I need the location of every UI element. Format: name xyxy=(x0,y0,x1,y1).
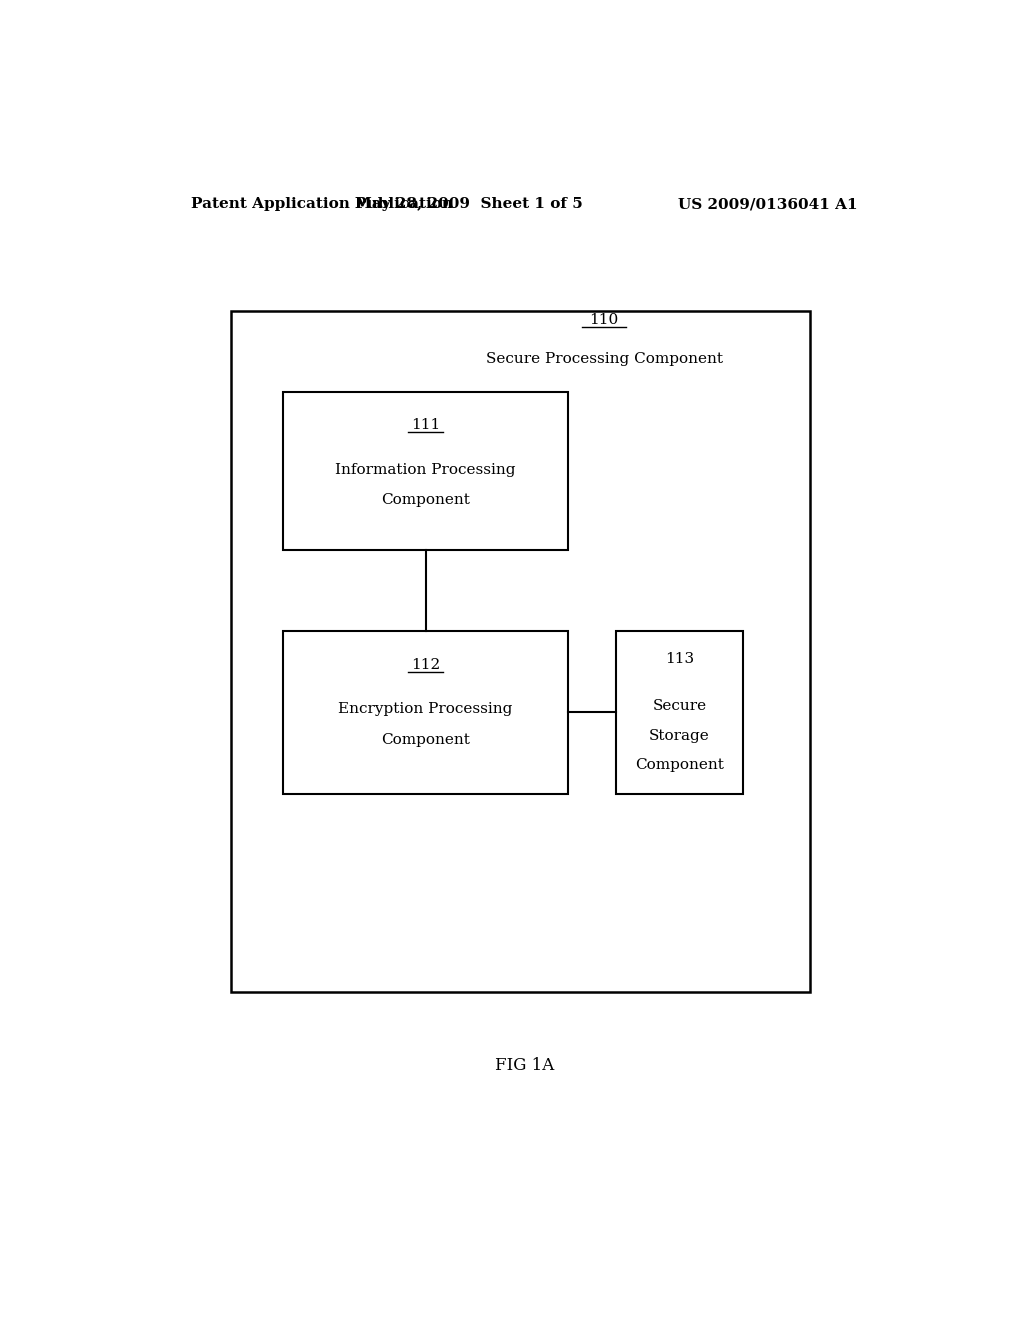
Text: Secure Processing Component: Secure Processing Component xyxy=(485,351,723,366)
Text: Component: Component xyxy=(635,758,724,772)
Text: Component: Component xyxy=(381,733,470,747)
Text: 112: 112 xyxy=(411,657,440,672)
Bar xyxy=(231,312,811,991)
Text: May 28, 2009  Sheet 1 of 5: May 28, 2009 Sheet 1 of 5 xyxy=(355,197,583,211)
Text: Component: Component xyxy=(381,494,470,507)
Text: Information Processing: Information Processing xyxy=(335,463,516,477)
Bar xyxy=(283,631,568,793)
Text: Patent Application Publication: Patent Application Publication xyxy=(191,197,454,211)
Text: 110: 110 xyxy=(590,313,618,327)
Text: FIG 1A: FIG 1A xyxy=(496,1056,554,1073)
Text: US 2009/0136041 A1: US 2009/0136041 A1 xyxy=(679,197,858,211)
Text: Encryption Processing: Encryption Processing xyxy=(338,702,513,717)
Bar xyxy=(616,631,743,793)
Text: Secure: Secure xyxy=(652,700,707,713)
Text: 113: 113 xyxy=(665,652,694,665)
Text: Storage: Storage xyxy=(649,729,710,743)
Bar xyxy=(283,392,568,549)
Text: 111: 111 xyxy=(411,418,440,433)
